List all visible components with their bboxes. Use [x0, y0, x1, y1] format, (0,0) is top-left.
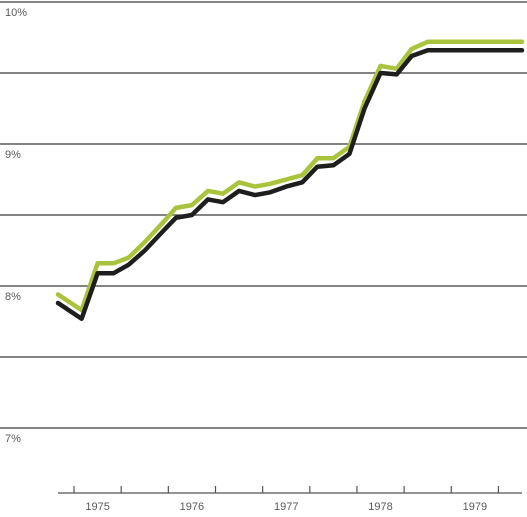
x-tick-label-1977: 1977	[274, 501, 298, 513]
y-tick-label-10: 10%	[5, 7, 27, 19]
x-axis	[58, 486, 522, 494]
y-tick-label-9: 9%	[5, 149, 21, 161]
y-tick-label-8: 8%	[5, 291, 21, 303]
series-line-black	[55, 48, 525, 321]
x-axis-labels: 1975 1976 1977 1978 1979	[85, 501, 487, 513]
series	[55, 39, 525, 321]
series-line-green	[55, 39, 525, 313]
x-tick-label-1979: 1979	[463, 501, 487, 513]
y-axis-labels: 10% 9% 8% 7%	[5, 7, 27, 445]
x-tick-label-1978: 1978	[368, 501, 392, 513]
x-tick-label-1976: 1976	[180, 501, 204, 513]
x-tick-label-1975: 1975	[85, 501, 109, 513]
gridlines	[0, 1, 527, 429]
y-tick-label-7: 7%	[5, 433, 21, 445]
